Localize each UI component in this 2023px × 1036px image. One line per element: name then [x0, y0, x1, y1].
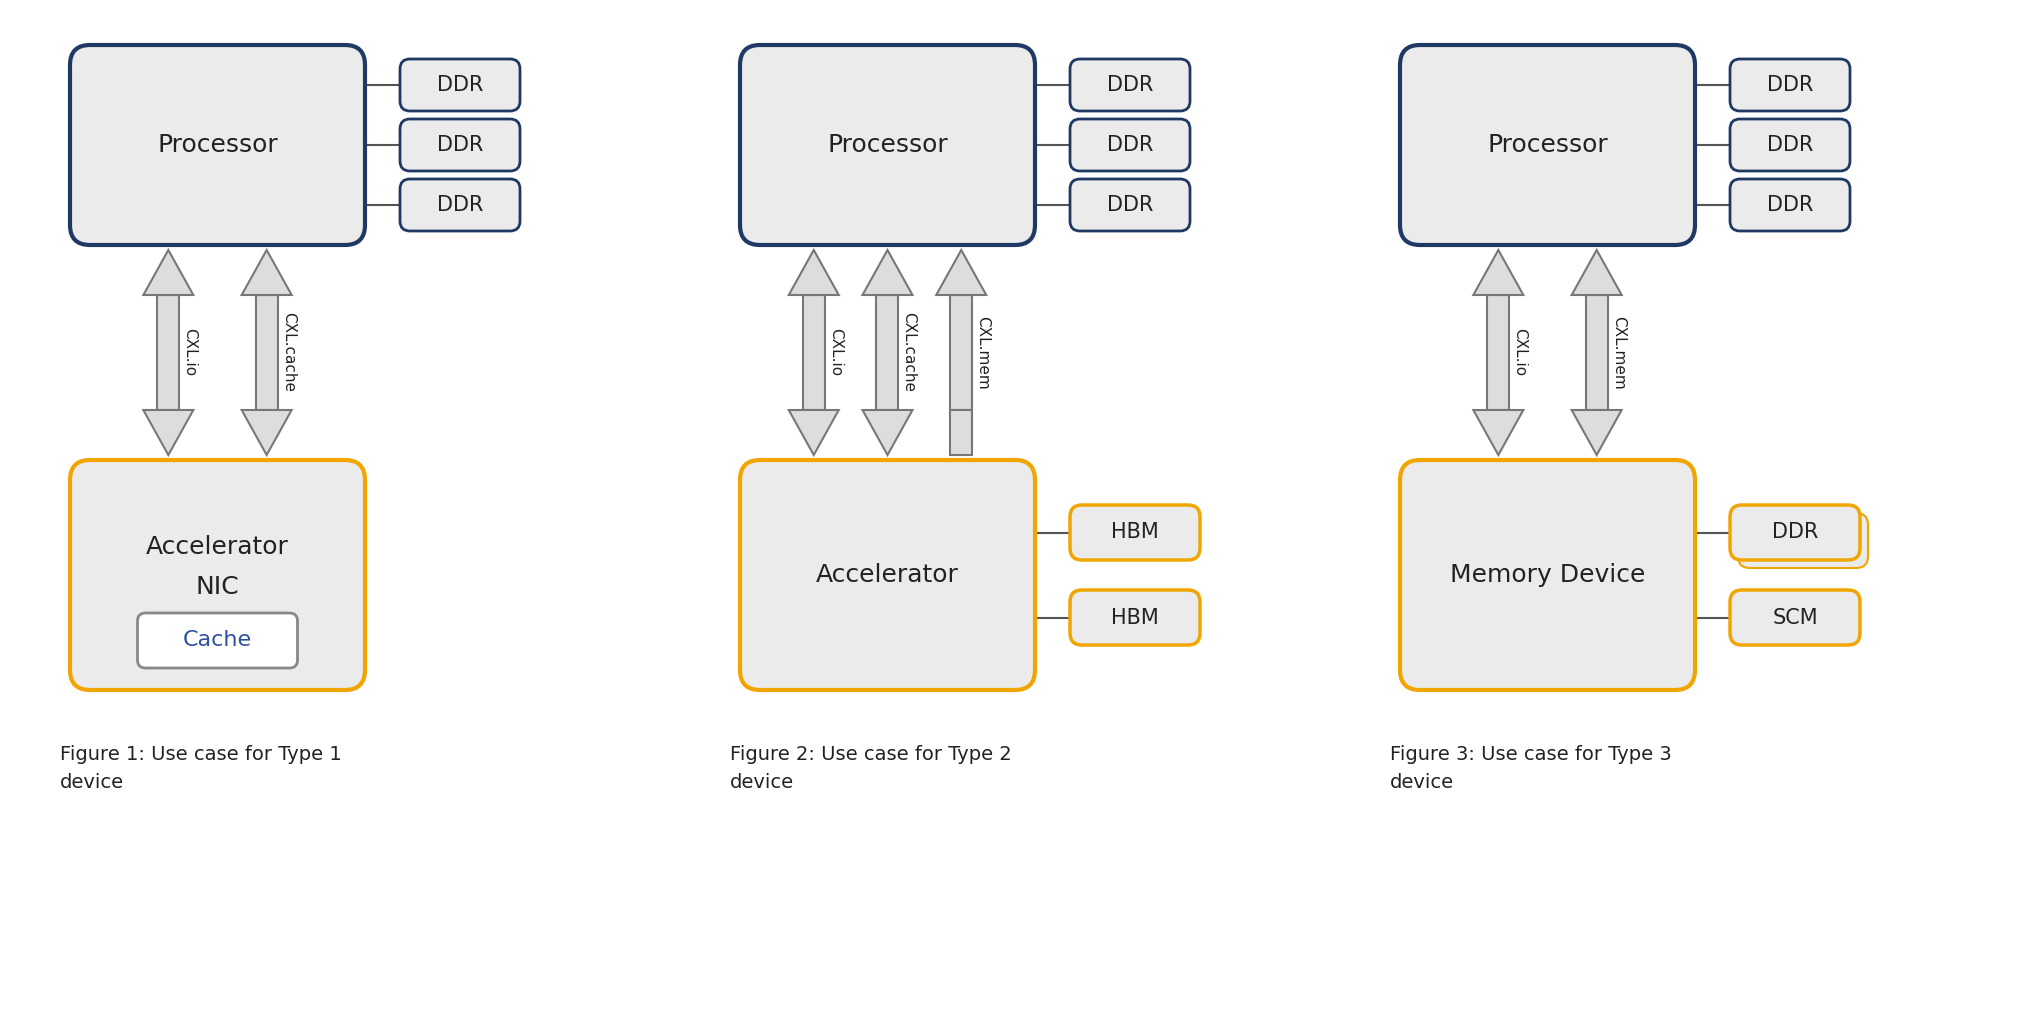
FancyBboxPatch shape [1730, 589, 1859, 645]
FancyBboxPatch shape [1070, 59, 1190, 111]
Text: NIC: NIC [196, 575, 239, 599]
FancyBboxPatch shape [401, 59, 520, 111]
Bar [158, 295, 180, 410]
FancyBboxPatch shape [401, 119, 520, 171]
FancyBboxPatch shape [1400, 45, 1693, 244]
FancyBboxPatch shape [401, 179, 520, 231]
FancyBboxPatch shape [1738, 513, 1867, 568]
Polygon shape [937, 250, 985, 295]
Text: CXL.cache: CXL.cache [281, 313, 295, 393]
Text: DDR: DDR [437, 195, 483, 215]
Polygon shape [241, 410, 291, 455]
Text: HBM: HBM [1111, 607, 1159, 628]
Bar [949, 295, 971, 410]
FancyBboxPatch shape [1070, 179, 1190, 231]
Polygon shape [1473, 250, 1523, 295]
Text: DDR: DDR [1766, 75, 1813, 95]
Polygon shape [789, 250, 838, 295]
FancyBboxPatch shape [1070, 119, 1190, 171]
FancyBboxPatch shape [1070, 589, 1200, 645]
FancyBboxPatch shape [1070, 505, 1200, 560]
Text: Accelerator: Accelerator [815, 563, 959, 587]
Text: Figure 1: Use case for Type 1
device: Figure 1: Use case for Type 1 device [61, 745, 342, 792]
Text: Processor: Processor [158, 133, 277, 157]
FancyBboxPatch shape [740, 460, 1034, 690]
Text: Memory Device: Memory Device [1448, 563, 1645, 587]
FancyBboxPatch shape [1730, 505, 1859, 560]
Text: CXL.mem: CXL.mem [975, 316, 989, 390]
Text: CXL.mem: CXL.mem [1610, 316, 1624, 390]
Polygon shape [789, 410, 838, 455]
Text: Processor: Processor [1487, 133, 1606, 157]
FancyBboxPatch shape [138, 613, 297, 668]
Text: HBM: HBM [1111, 522, 1159, 543]
Text: Processor: Processor [827, 133, 947, 157]
Bar [1584, 295, 1606, 410]
Bar [255, 295, 277, 410]
Text: DDR: DDR [1107, 75, 1153, 95]
Text: Figure 3: Use case for Type 3
device: Figure 3: Use case for Type 3 device [1390, 745, 1671, 792]
Bar [803, 295, 823, 410]
Text: CXL.io: CXL.io [1511, 328, 1527, 376]
FancyBboxPatch shape [740, 45, 1034, 244]
FancyBboxPatch shape [1730, 119, 1849, 171]
Text: DDR: DDR [1107, 195, 1153, 215]
Polygon shape [1572, 410, 1620, 455]
Text: DDR: DDR [437, 75, 483, 95]
Polygon shape [1572, 250, 1620, 295]
Polygon shape [144, 410, 194, 455]
Text: CXL.io: CXL.io [827, 328, 842, 376]
Polygon shape [1473, 410, 1523, 455]
Bar [1487, 295, 1509, 410]
Text: Figure 2: Use case for Type 2
device: Figure 2: Use case for Type 2 device [730, 745, 1012, 792]
Polygon shape [862, 250, 912, 295]
Text: DDR: DDR [1770, 522, 1817, 543]
Text: DDR: DDR [437, 135, 483, 155]
Text: SCM: SCM [1772, 607, 1817, 628]
FancyBboxPatch shape [71, 45, 364, 244]
Text: DDR: DDR [1107, 135, 1153, 155]
FancyBboxPatch shape [1730, 179, 1849, 231]
Bar [876, 295, 898, 410]
FancyBboxPatch shape [1400, 460, 1693, 690]
FancyBboxPatch shape [1730, 59, 1849, 111]
Text: CXL.io: CXL.io [182, 328, 196, 376]
Text: CXL.cache: CXL.cache [900, 313, 916, 393]
Text: Accelerator: Accelerator [146, 535, 289, 559]
FancyBboxPatch shape [71, 460, 364, 690]
Text: DDR: DDR [1766, 135, 1813, 155]
Polygon shape [241, 250, 291, 295]
Text: Cache: Cache [182, 631, 253, 651]
Text: DDR: DDR [1766, 195, 1813, 215]
Polygon shape [144, 250, 194, 295]
Bar [949, 410, 971, 455]
Polygon shape [862, 410, 912, 455]
